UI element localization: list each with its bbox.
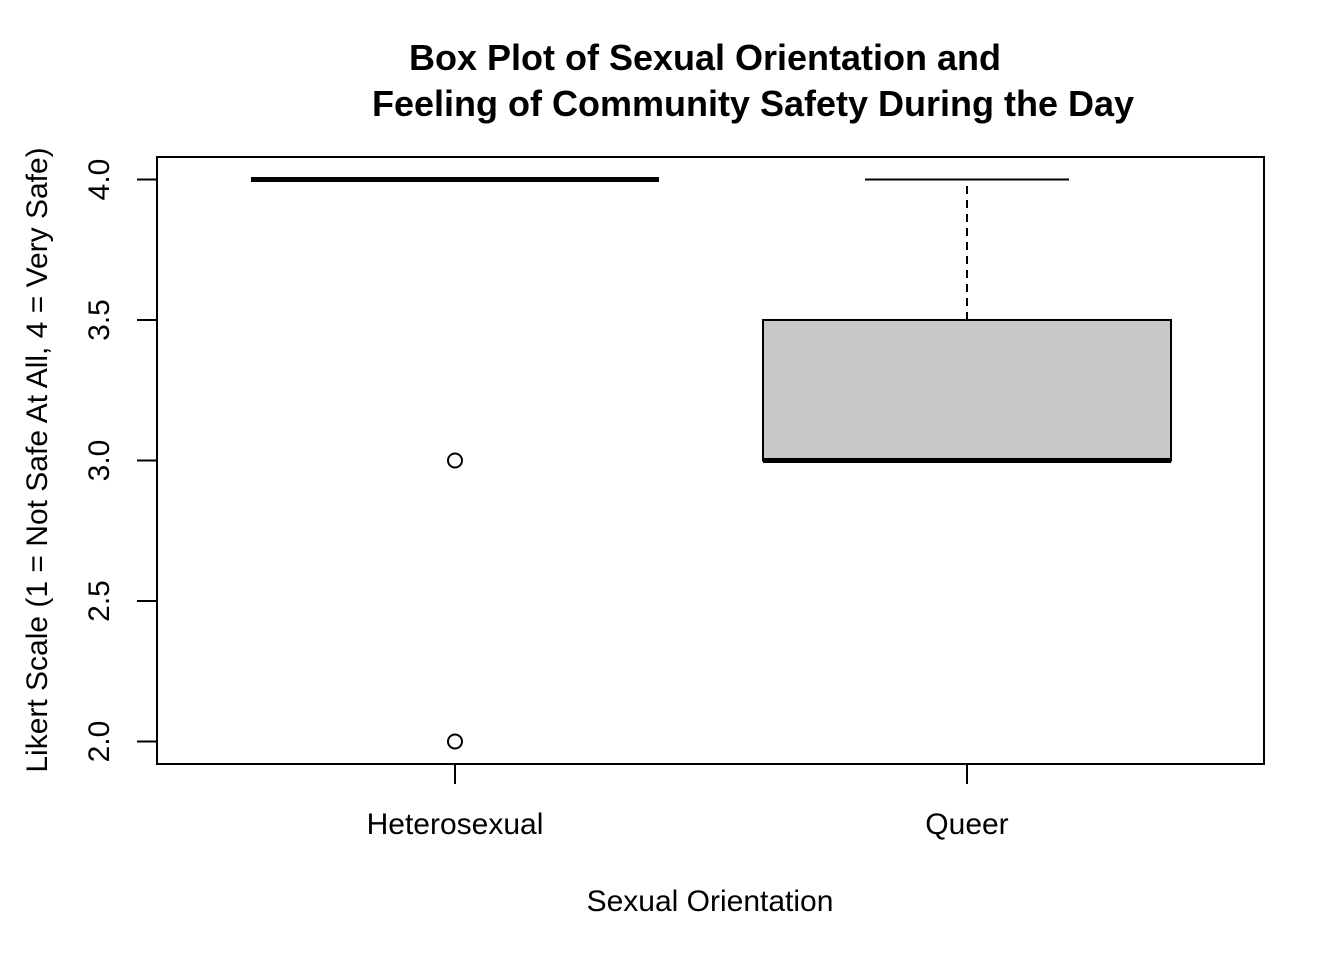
outlier-point	[447, 733, 463, 750]
y-tick-label: 3.0	[83, 440, 116, 482]
x-axis: Heterosexual Queer	[367, 764, 1009, 841]
chart-title-line-1: Box Plot of Sexual Orientation and	[409, 37, 1001, 78]
x-tick-label: Heterosexual	[367, 808, 544, 841]
outlier-point	[447, 452, 463, 469]
y-axis: 2.0 2.5 3.0 3.5 4.0	[83, 159, 158, 763]
y-tick-label: 2.0	[83, 721, 116, 763]
box-queer	[762, 178, 1172, 463]
y-axis-title: Likert Scale (1 = Not Safe At All, 4 = V…	[21, 147, 54, 772]
boxes	[251, 176, 1172, 750]
box-heterosexual	[251, 176, 659, 750]
y-tick-label: 4.0	[83, 159, 116, 201]
box-iqr-rect	[762, 318, 1172, 462]
y-tick-label: 2.5	[83, 580, 116, 622]
chart-title-line-2: Feeling of Community Safety During the D…	[372, 83, 1134, 124]
x-axis-title: Sexual Orientation	[587, 885, 834, 918]
y-tick-label: 3.5	[83, 299, 116, 341]
x-tick-label: Queer	[925, 808, 1008, 841]
